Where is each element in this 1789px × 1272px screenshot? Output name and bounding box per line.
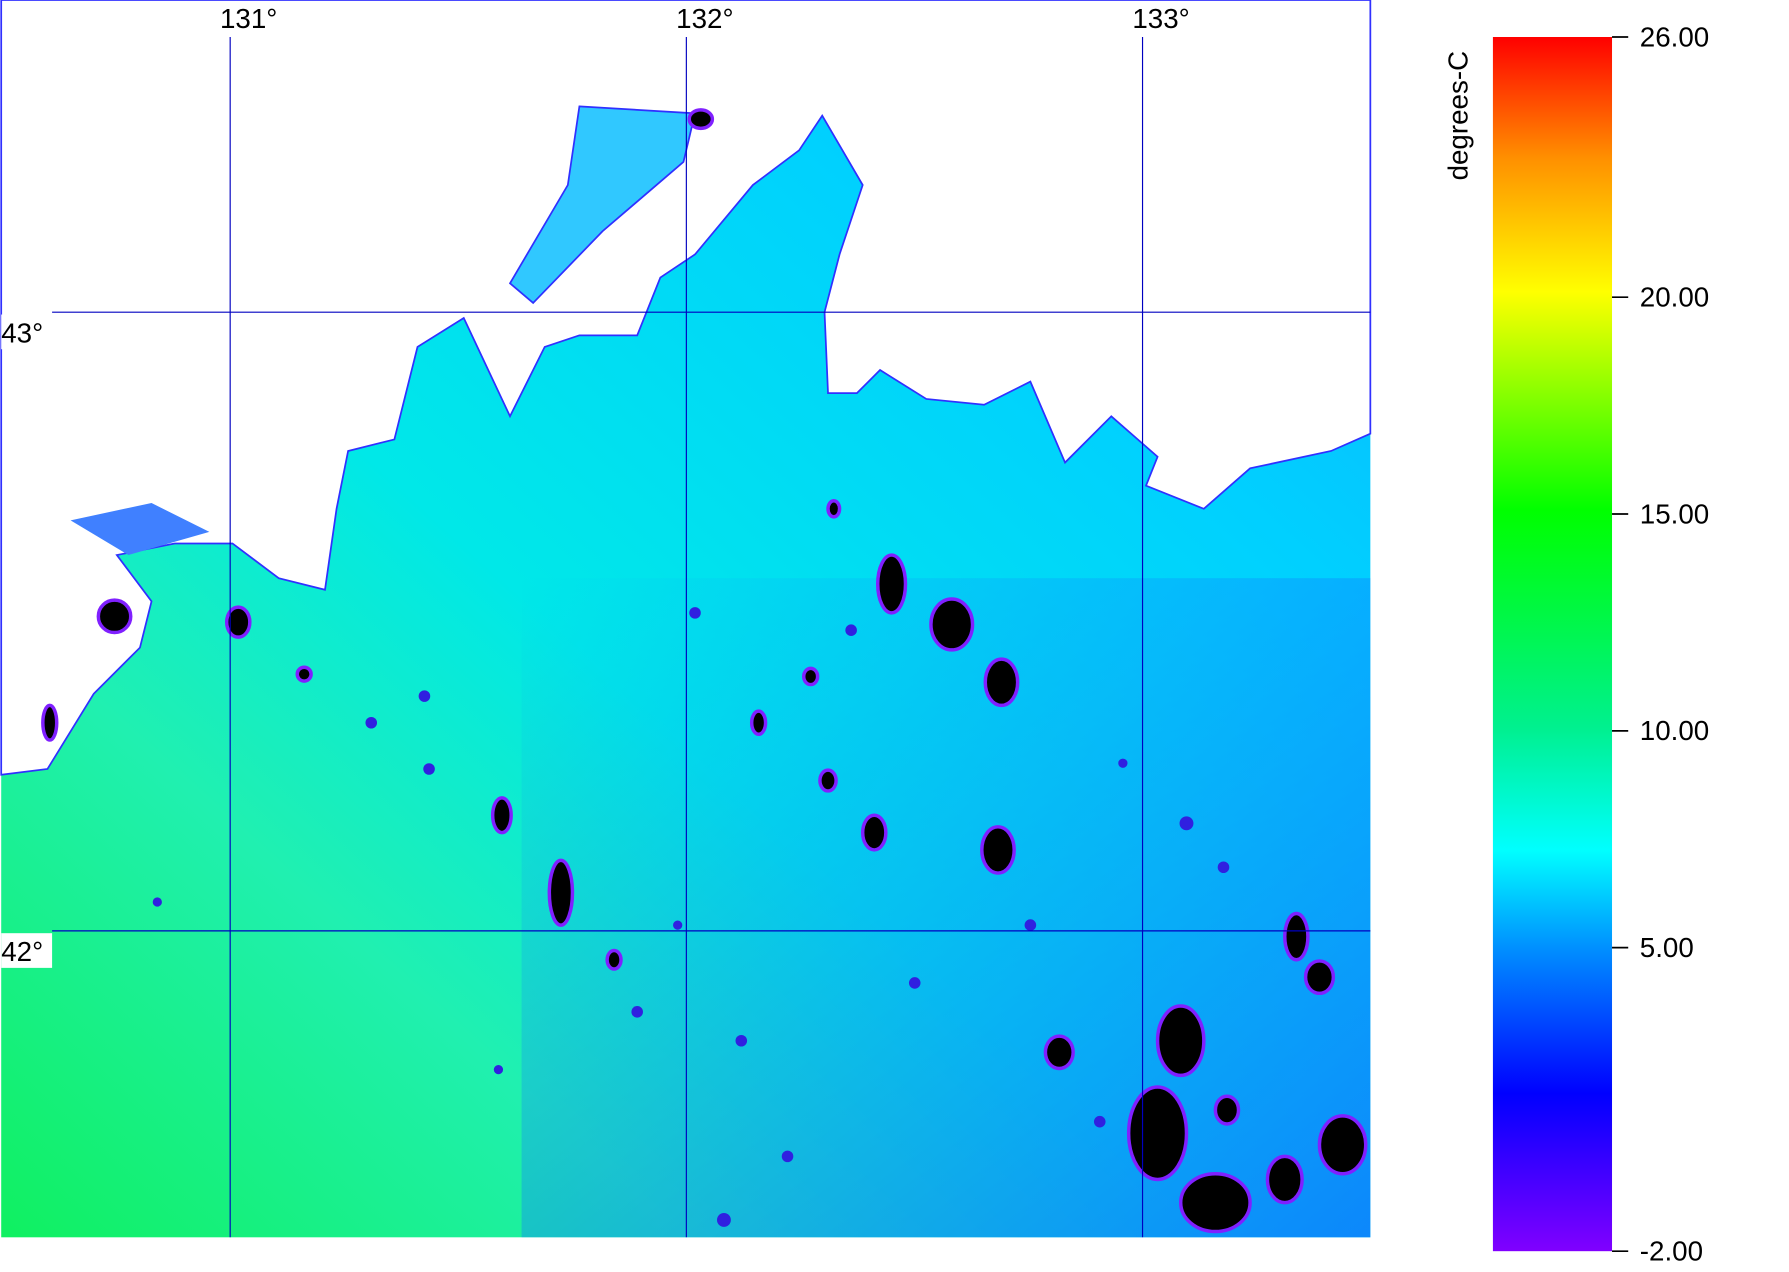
colorbar-tick-label: 15.00	[1640, 498, 1709, 529]
latitude-label: 42°	[1, 936, 43, 967]
colorbar-tick-label: -2.00	[1640, 1235, 1703, 1266]
colorbar	[1492, 37, 1613, 1252]
colorbar-tick-label: 26.00	[1640, 21, 1709, 52]
latitude-label-bg	[1, 933, 53, 968]
colorbar-tick-label: 20.00	[1640, 281, 1709, 312]
longitude-label: 133°	[1132, 3, 1189, 34]
colorbar-label: degrees-C	[1442, 51, 1473, 181]
colorbar-tick-label: 5.00	[1640, 932, 1694, 963]
colorbar-tick-label: 10.00	[1640, 715, 1709, 746]
latitude-label-bg	[1, 314, 53, 350]
graticule: 131° 132° 133° 43° 42°	[1, 3, 1371, 1238]
colorbar-ticks: 26.00 20.00 15.00 10.00 5.00 -2.00	[1612, 21, 1709, 1266]
longitude-label: 131°	[220, 3, 277, 34]
latitude-label: 43°	[1, 317, 43, 348]
longitude-label: 132°	[676, 3, 733, 34]
